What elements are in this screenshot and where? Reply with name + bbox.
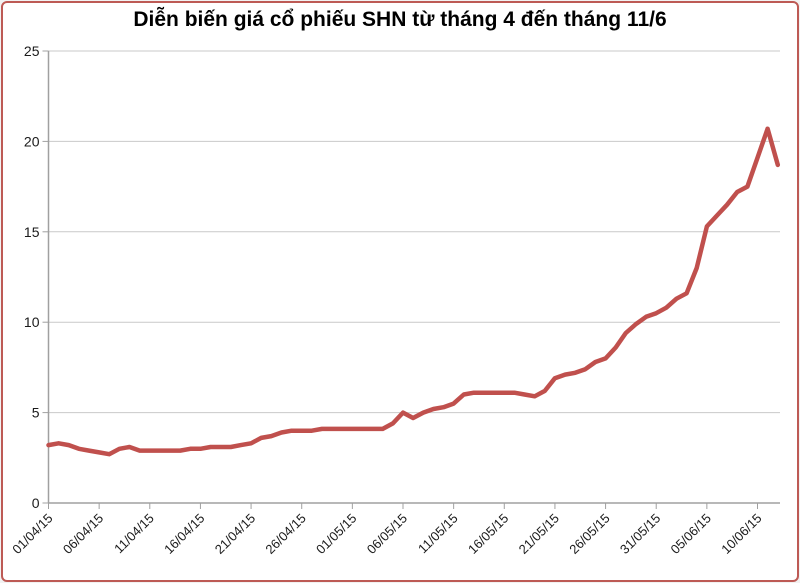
chart-title: Diễn biến giá cổ phiếu SHN từ tháng 4 đế… — [133, 8, 667, 31]
x-axis-label: 31/05/15 — [617, 511, 663, 557]
x-axis-label: 21/05/15 — [516, 511, 562, 557]
x-axis-label: 26/05/15 — [566, 511, 612, 557]
x-axis-label: 10/06/15 — [718, 511, 764, 557]
y-axis-label: 25 — [24, 43, 40, 59]
y-axis-label: 20 — [24, 133, 40, 149]
shn-price-line — [46, 126, 781, 457]
x-axis-label: 16/04/15 — [161, 511, 207, 557]
price-line-chart: 0 5 10 15 20 25 01/04/15 06/04/15 11/04/15 16/04/… — [9, 43, 781, 557]
x-axis-label: 26/04/15 — [262, 511, 308, 557]
y-axis-label: 10 — [24, 314, 40, 330]
x-axis-label: 21/04/15 — [212, 511, 258, 557]
x-axis-label: 06/05/15 — [364, 511, 410, 557]
x-axis-label: 11/05/15 — [415, 511, 461, 557]
y-axis-label: 5 — [32, 405, 40, 421]
y-axis-label: 0 — [32, 495, 40, 511]
x-axis-label: 01/04/15 — [9, 511, 55, 557]
x-axis-label: 16/05/15 — [465, 511, 511, 557]
x-axis-label: 11/04/15 — [111, 511, 157, 557]
x-axis-label: 06/04/15 — [60, 511, 106, 557]
x-axis-label: 01/05/15 — [313, 511, 359, 557]
y-axis-label: 15 — [24, 224, 40, 240]
x-axis-label: 05/06/15 — [668, 511, 714, 557]
